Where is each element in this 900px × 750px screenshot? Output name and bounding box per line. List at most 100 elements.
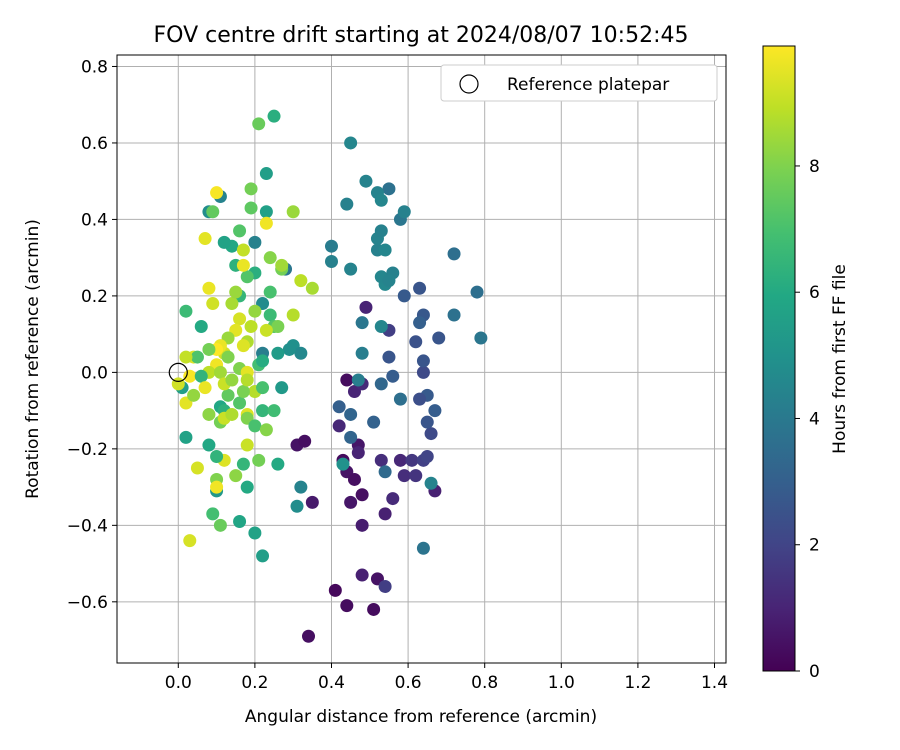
data-point [305, 495, 319, 509]
data-point [336, 457, 350, 471]
data-point [244, 319, 258, 333]
x-tick-label: 1.0 [548, 673, 575, 693]
data-point [416, 354, 430, 368]
data-point [386, 492, 400, 506]
data-point [252, 453, 266, 467]
data-point [351, 373, 365, 387]
data-point [202, 281, 216, 295]
reference-platepar-marker [168, 362, 188, 382]
data-point [236, 457, 250, 471]
data-point [416, 541, 430, 555]
data-point [355, 346, 369, 360]
data-point [190, 350, 204, 364]
data-point [386, 369, 400, 383]
data-point [374, 193, 388, 207]
colorbar-tick-label: 6 [809, 283, 820, 303]
data-point [194, 319, 208, 333]
colorbar-tick-label: 4 [809, 409, 820, 429]
data-point [271, 346, 285, 360]
x-tick-label: 1.2 [624, 673, 651, 693]
data-point [351, 446, 365, 460]
data-point [183, 534, 197, 548]
x-axis-ticks: 0.0 0.2 0.4 0.6 0.8 1.0 1.2 1.4 [165, 663, 728, 693]
data-point [210, 450, 224, 464]
data-point [256, 381, 270, 395]
data-point [413, 281, 427, 295]
data-point [447, 308, 461, 322]
data-point [244, 182, 258, 196]
data-point [447, 247, 461, 261]
data-point [340, 599, 354, 613]
data-point [267, 109, 281, 123]
data-point [213, 518, 227, 532]
data-point [187, 388, 201, 402]
y-tick-label: 0.0 [81, 363, 108, 383]
data-point [340, 197, 354, 211]
data-point [470, 285, 484, 299]
data-point [256, 354, 270, 368]
data-point [198, 232, 212, 246]
plot-area-frame [116, 54, 727, 664]
data-point [240, 270, 254, 284]
data-point [409, 335, 423, 349]
legend-entry-label: Reference platepar [507, 75, 669, 95]
data-point [244, 201, 258, 215]
data-point [229, 285, 243, 299]
data-point [416, 365, 430, 379]
data-point [344, 262, 358, 276]
data-point [259, 323, 273, 337]
legend: Reference platepar [440, 64, 718, 102]
data-point [432, 331, 446, 345]
data-point [374, 377, 388, 391]
data-point [294, 274, 308, 288]
data-point [221, 388, 235, 402]
data-point [183, 369, 197, 383]
x-tick-label: 0.8 [471, 673, 498, 693]
data-point [397, 205, 411, 219]
data-point [294, 480, 308, 494]
data-point [259, 167, 273, 181]
x-tick-label: 0.4 [318, 673, 345, 693]
data-point [221, 350, 235, 364]
data-point [344, 407, 358, 421]
data-point [248, 526, 262, 540]
data-point [397, 469, 411, 483]
data-point [248, 304, 262, 318]
chart-title: FOV centre drift starting at 2024/08/07 … [154, 23, 689, 48]
data-point [256, 404, 270, 418]
data-point [179, 304, 193, 318]
data-point [298, 434, 312, 448]
data-point [233, 224, 247, 238]
data-point [424, 476, 438, 490]
data-point [267, 404, 281, 418]
colorbar-tick-label: 0 [809, 662, 820, 682]
data-point [263, 285, 277, 299]
data-point [305, 281, 319, 295]
data-point [428, 404, 442, 418]
y-tick-label: 0.4 [81, 210, 108, 230]
data-point [286, 205, 300, 219]
data-point [240, 480, 254, 494]
y-tick-label: 0.2 [81, 287, 108, 307]
data-point [344, 430, 358, 444]
data-point [344, 495, 358, 509]
data-point [324, 254, 338, 268]
data-point [248, 235, 262, 249]
data-point [332, 419, 346, 433]
data-point [233, 312, 247, 326]
data-point [259, 423, 273, 437]
data-point [393, 453, 407, 467]
data-point [328, 583, 342, 597]
data-point [378, 243, 392, 257]
colorbar-label: Hours from first FF file [830, 264, 850, 454]
data-point [413, 316, 427, 330]
data-point [382, 182, 396, 196]
data-point [286, 308, 300, 322]
x-tick-label: 0.0 [165, 673, 192, 693]
colorbar-ticks: 0 2 4 6 8 [795, 157, 820, 682]
data-point [210, 186, 224, 200]
data-point [202, 407, 216, 421]
legend-marker-open-circle [459, 74, 479, 94]
data-point [347, 472, 361, 486]
